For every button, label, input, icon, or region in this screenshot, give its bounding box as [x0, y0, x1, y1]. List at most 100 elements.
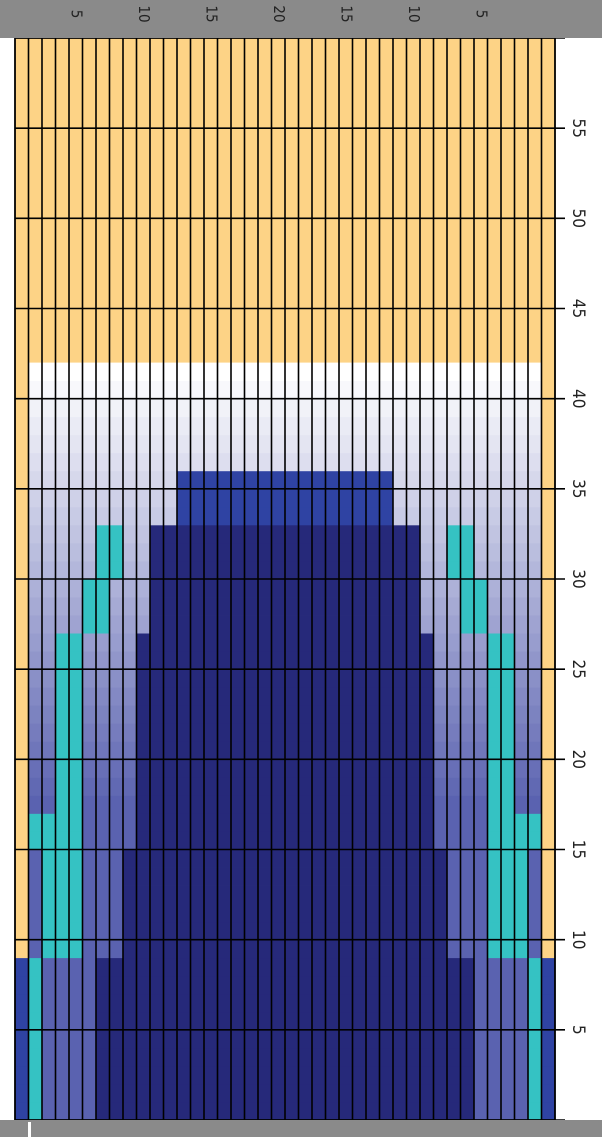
grid-cell [83, 525, 97, 543]
grid-cell [15, 453, 29, 471]
grid-cell [123, 831, 137, 849]
grid-cell [528, 886, 542, 904]
grid-cell [434, 651, 448, 669]
grid-cell [231, 868, 245, 886]
grid-cell [231, 1084, 245, 1102]
grid-cell [204, 831, 218, 849]
grid-cell [245, 687, 259, 705]
grid-cell [96, 435, 110, 453]
grid-cell [191, 381, 205, 399]
grid-cell [447, 543, 461, 561]
grid-cell [29, 759, 43, 777]
grid-cell [231, 940, 245, 958]
grid-cell [231, 597, 245, 615]
grid-cell [407, 904, 421, 922]
grid-cell [447, 723, 461, 741]
grid-cell [447, 651, 461, 669]
grid-cell [474, 741, 488, 759]
grid-cell [96, 777, 110, 795]
row-label: 15 [568, 840, 588, 859]
grid-cell [434, 615, 448, 633]
grid-cell [29, 1048, 43, 1066]
grid-cell [312, 381, 326, 399]
grid-cell [96, 958, 110, 976]
grid-cell [312, 507, 326, 525]
grid-cell [380, 1084, 394, 1102]
grid-cell [123, 940, 137, 958]
grid-cell [56, 886, 70, 904]
grid-cell [515, 1030, 529, 1048]
grid-cell [123, 669, 137, 687]
grid-cell [56, 417, 70, 435]
grid-cell [380, 868, 394, 886]
grid-cell [434, 723, 448, 741]
grid-cell [501, 471, 515, 489]
grid-cell [137, 579, 151, 597]
grid-cell [191, 453, 205, 471]
grid-cell [542, 615, 556, 633]
grid-cell [258, 489, 272, 507]
grid-cell [150, 363, 164, 381]
grid-cell [56, 399, 70, 417]
grid-cell [231, 669, 245, 687]
grid-cell [339, 723, 353, 741]
grid-cell [420, 741, 434, 759]
grid-cell [312, 922, 326, 940]
grid-cell [447, 868, 461, 886]
column-label: 15 [337, 5, 355, 22]
grid-cell [393, 886, 407, 904]
grid-cell [461, 435, 475, 453]
grid-cell [285, 417, 299, 435]
grid-cell [231, 904, 245, 922]
grid-cell [42, 1102, 56, 1120]
grid-cell [231, 1066, 245, 1084]
grid-cell [461, 741, 475, 759]
grid-cell [69, 435, 83, 453]
grid-cell [339, 795, 353, 813]
grid-cell [515, 904, 529, 922]
grid-cell [420, 976, 434, 994]
grid-cell [191, 543, 205, 561]
column-label: 10 [135, 5, 153, 22]
grid-cell [339, 1084, 353, 1102]
grid-cell [353, 687, 367, 705]
grid-cell [380, 453, 394, 471]
grid-cell [177, 922, 191, 940]
grid-cell [272, 741, 286, 759]
grid-cell [366, 363, 380, 381]
grid-cell [380, 669, 394, 687]
grid-cell [515, 1102, 529, 1120]
grid-cell [515, 922, 529, 940]
grid-cell [542, 940, 556, 958]
grid-cell [258, 687, 272, 705]
grid-cell [204, 687, 218, 705]
grid-cell [299, 561, 313, 579]
grid-cell [69, 886, 83, 904]
grid-cell [29, 651, 43, 669]
grid-cell [204, 1084, 218, 1102]
grid-cell [326, 994, 340, 1012]
grid-cell [110, 795, 124, 813]
grid-cell [326, 723, 340, 741]
grid-cell [285, 363, 299, 381]
grid-cell [380, 795, 394, 813]
grid-cell [204, 1012, 218, 1030]
grid-cell [96, 868, 110, 886]
grid-cell [218, 417, 232, 435]
grid-cell [488, 669, 502, 687]
grid-cell [434, 922, 448, 940]
grid-cell [353, 976, 367, 994]
grid-cell [434, 543, 448, 561]
grid-cell [15, 381, 29, 399]
grid-cell [353, 525, 367, 543]
grid-cell [29, 976, 43, 994]
grid-cell [69, 759, 83, 777]
grid-cell [528, 579, 542, 597]
grid-cell [488, 399, 502, 417]
grid-cell [177, 507, 191, 525]
grid-cell [447, 994, 461, 1012]
grid-cell [258, 471, 272, 489]
grid-cell [312, 435, 326, 453]
grid-cell [339, 922, 353, 940]
grid-cell [245, 363, 259, 381]
